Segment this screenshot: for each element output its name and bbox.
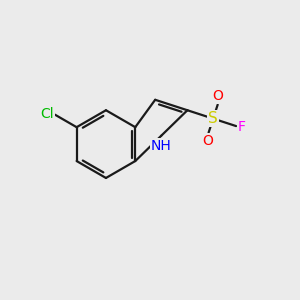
Text: O: O	[203, 134, 214, 148]
Text: F: F	[238, 119, 245, 134]
Text: NH: NH	[151, 139, 172, 153]
Text: O: O	[213, 89, 224, 103]
Text: Cl: Cl	[40, 107, 54, 121]
Text: S: S	[208, 111, 218, 126]
